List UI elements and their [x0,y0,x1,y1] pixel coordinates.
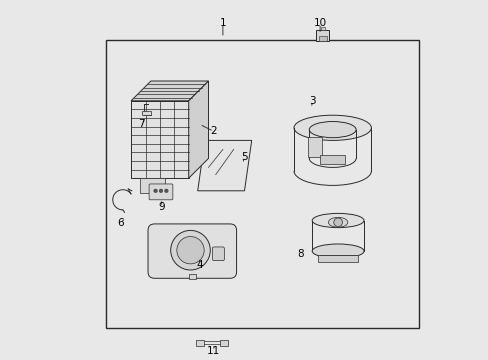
Circle shape [177,237,204,264]
Polygon shape [188,81,208,178]
Text: 10: 10 [313,18,326,28]
Bar [320,155,345,164]
Bar [140,178,165,193]
Polygon shape [131,81,208,101]
Text: 9: 9 [158,202,164,212]
Bar [188,274,196,279]
Text: 5: 5 [241,152,247,162]
FancyBboxPatch shape [212,247,224,261]
Bar [106,40,418,328]
Text: 7: 7 [138,119,145,129]
Circle shape [153,189,157,193]
Bar [318,255,357,262]
FancyBboxPatch shape [149,184,172,200]
Polygon shape [131,101,188,178]
Bar [220,340,227,346]
Polygon shape [197,140,251,191]
Text: 4: 4 [196,260,203,270]
Ellipse shape [311,213,363,228]
Circle shape [170,230,210,270]
Text: 8: 8 [296,249,303,259]
Bar [316,30,329,41]
Bar [321,27,324,30]
Ellipse shape [311,244,363,258]
Circle shape [159,189,163,193]
Ellipse shape [328,217,347,227]
Text: 6: 6 [117,218,123,228]
Ellipse shape [293,115,371,140]
Bar [196,340,203,346]
Text: 1: 1 [219,18,226,28]
Circle shape [333,218,342,227]
Text: 2: 2 [210,126,217,136]
Ellipse shape [309,122,355,138]
FancyBboxPatch shape [148,224,236,278]
Text: 11: 11 [207,346,220,356]
Circle shape [164,189,168,193]
Bar [318,36,326,41]
Bar [142,111,151,115]
Text: 3: 3 [309,96,316,106]
Bar [307,137,321,157]
